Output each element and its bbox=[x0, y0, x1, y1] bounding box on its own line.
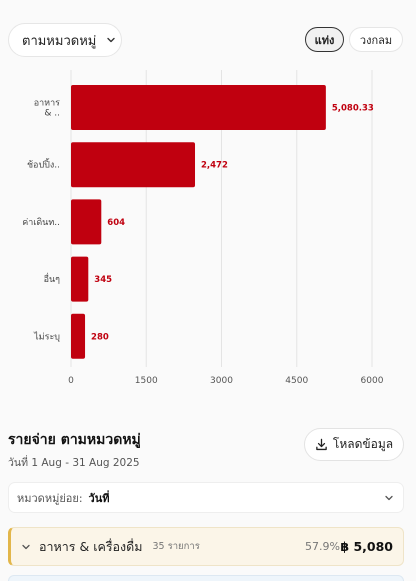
x-tick-label: 0 bbox=[68, 376, 74, 386]
date-range: วันที่ 1 Aug - 31 Aug 2025 bbox=[8, 457, 140, 469]
bar[interactable] bbox=[71, 256, 89, 302]
y-category-label: ช้อปปิ้ง.. bbox=[27, 158, 60, 171]
chevron-down-icon bbox=[107, 37, 116, 43]
section-title: รายจ่าย ตามหมวดหมู่ bbox=[8, 432, 141, 448]
group-name: อาหาร & เครื่องดื่ม bbox=[39, 538, 143, 554]
x-tick-label: 4500 bbox=[285, 376, 308, 386]
bar[interactable] bbox=[71, 85, 326, 130]
bar[interactable] bbox=[71, 199, 102, 245]
y-category-label: อาหาร& .. bbox=[34, 99, 60, 119]
chart-view-toggle: แท่ง วงกลม bbox=[305, 27, 403, 52]
x-tick-label: 3000 bbox=[210, 376, 233, 386]
subcategory-select[interactable]: หมวดหมู่ย่อย: วันที่ bbox=[8, 482, 404, 513]
x-tick-label: 6000 bbox=[361, 376, 384, 386]
download-icon bbox=[316, 438, 327, 451]
bar[interactable] bbox=[71, 142, 196, 188]
bar-view-button[interactable]: แท่ง bbox=[305, 27, 344, 52]
download-data-button[interactable]: โหลดข้อมูล bbox=[304, 428, 404, 461]
chevron-down-icon bbox=[22, 544, 30, 549]
bar-value-label: 280 bbox=[91, 332, 109, 342]
bar-value-label: 604 bbox=[107, 218, 125, 228]
category-filter-select[interactable]: ตามหมวดหมู่ bbox=[8, 23, 122, 57]
bar[interactable] bbox=[71, 313, 86, 359]
group-amount: ฿ 5,080 bbox=[340, 539, 393, 554]
category-filter-label: ตามหมวดหมู่ bbox=[22, 33, 97, 49]
y-category-label: อื่นๆ bbox=[44, 272, 61, 285]
y-category-label: ค่าเดินท.. bbox=[22, 217, 60, 228]
x-tick-label: 1500 bbox=[135, 376, 158, 386]
bar-value-label: 2,472 bbox=[201, 161, 228, 171]
group-count: 35 รายการ bbox=[152, 541, 200, 552]
category-group-row[interactable]: อาหาร & เครื่องดื่ม 35 รายการ 57.9% ฿ 5,… bbox=[8, 527, 404, 566]
bar-value-label: 345 bbox=[94, 275, 112, 285]
chevron-down-icon bbox=[385, 495, 393, 501]
subcategory-label: หมวดหมู่ย่อย: bbox=[17, 491, 83, 505]
download-label: โหลดข้อมูล bbox=[332, 437, 394, 451]
y-category-label: ไม่ระบุ bbox=[33, 331, 60, 342]
subcategory-value: วันที่ bbox=[88, 491, 110, 505]
bar-value-label: 5,080.33 bbox=[332, 104, 374, 114]
expense-bar-chart: 0 1500 3000 4500 6000 อาหาร& .. 5,080.33 ช้อปปิ… bbox=[22, 70, 384, 386]
group-percent: 57.9% bbox=[305, 540, 340, 553]
pie-view-button[interactable]: วงกลม bbox=[349, 27, 403, 52]
category-group-row[interactable] bbox=[8, 575, 404, 581]
